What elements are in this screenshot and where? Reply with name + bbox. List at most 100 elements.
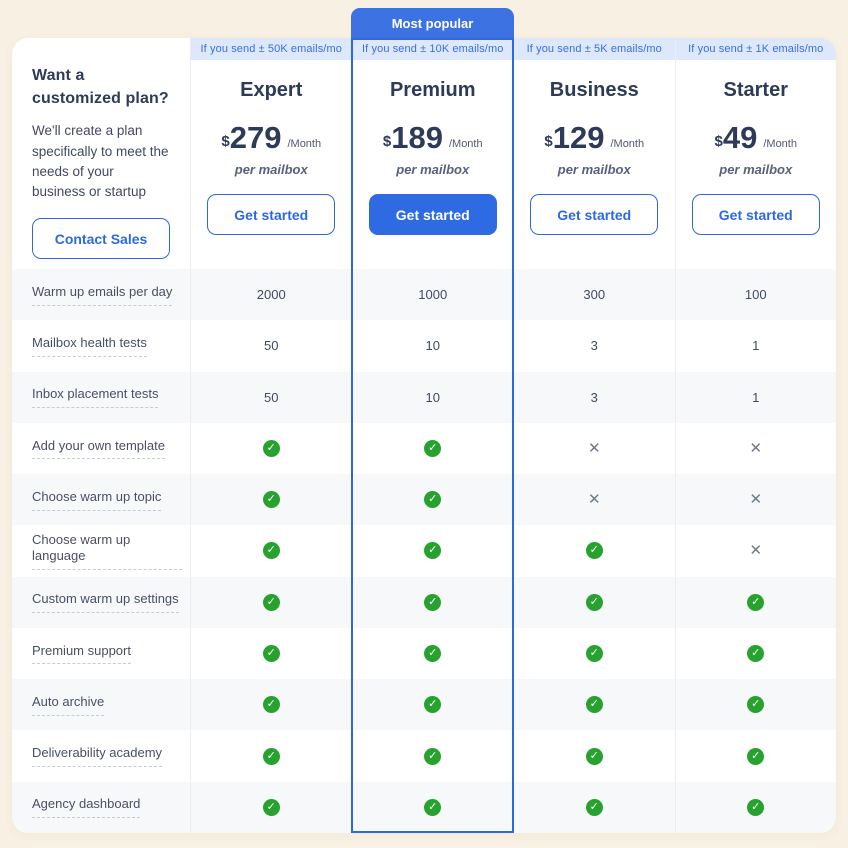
feature-row-label-cell: Mailbox health tests xyxy=(12,320,190,371)
feature-value-cell: ✓ xyxy=(351,576,513,628)
plan-header-premium: If you send ± 10K emails/mo Premium $ 18… xyxy=(351,38,513,269)
feature-value-cell: ✕ xyxy=(513,474,675,526)
per-mailbox-label: per mailbox xyxy=(396,162,470,177)
feature-row-label-cell: Add your own template xyxy=(12,423,190,474)
plan-price: $ 129 /Month xyxy=(544,122,644,153)
check-icon: ✓ xyxy=(747,696,765,714)
panel-description: We'll create a plan specifically to meet… xyxy=(32,123,169,200)
check-icon: ✓ xyxy=(262,491,280,509)
check-icon: ✓ xyxy=(747,747,765,765)
check-icon: ✓ xyxy=(424,439,442,457)
feature-value-cell: 1 xyxy=(674,371,836,423)
check-icon: ✓ xyxy=(585,696,603,714)
feature-value-cell: 50 xyxy=(190,320,352,372)
check-icon: ✓ xyxy=(585,645,603,663)
feature-row-label-cell: Auto archive xyxy=(12,679,190,731)
feature-value-cell: ✓ xyxy=(513,576,675,628)
feature-value-cell: ✓ xyxy=(190,679,352,731)
feature-value-cell: ✓ xyxy=(513,781,675,833)
panel-title: Want a customized plan? xyxy=(32,67,169,108)
feature-label: Agency dashboard xyxy=(32,796,141,819)
feature-value-cell: ✓ xyxy=(674,576,836,628)
feature-value-cell: ✓ xyxy=(190,627,352,680)
get-started-button-expert[interactable]: Get started xyxy=(207,194,336,235)
feature-value-cell: ✓ xyxy=(674,679,836,731)
get-started-button-starter[interactable]: Get started xyxy=(691,194,820,235)
feature-row-label-cell: Custom warm up settings xyxy=(12,576,190,628)
pricing-card: Want a customized plan? We'll create a p… xyxy=(12,38,836,833)
check-icon: ✓ xyxy=(424,491,442,509)
feature-value-cell: ✓ xyxy=(351,679,513,731)
feature-value-cell: ✕ xyxy=(513,422,675,475)
check-icon: ✓ xyxy=(424,542,442,560)
feature-label: Premium support xyxy=(32,643,131,665)
feature-value: 10 xyxy=(425,338,440,354)
feature-label: Add your own template xyxy=(32,438,165,460)
check-icon: ✓ xyxy=(585,798,603,816)
feature-value: 3 xyxy=(590,338,598,354)
feature-row-label-cell: Premium support xyxy=(12,628,190,679)
feature-value-cell: ✓ xyxy=(351,781,513,833)
get-started-button-business[interactable]: Get started xyxy=(530,194,659,235)
check-icon: ✓ xyxy=(585,542,603,560)
per-mailbox-label: per mailbox xyxy=(557,162,631,177)
price-period: /Month xyxy=(763,138,797,150)
feature-value-cell: 2000 xyxy=(190,269,352,321)
feature-value-cell: ✓ xyxy=(513,679,675,731)
cross-icon: ✕ xyxy=(587,439,601,457)
feature-value-cell: 10 xyxy=(351,320,514,372)
feature-value-cell: ✓ xyxy=(351,627,514,680)
price-amount: 129 xyxy=(552,120,605,155)
feature-label: Choose warm up language xyxy=(32,532,182,571)
feature-value-cell: ✓ xyxy=(674,627,837,680)
feature-label: Choose warm up topic xyxy=(32,489,162,511)
feature-value: 300 xyxy=(583,287,606,303)
feature-value-cell: 10 xyxy=(351,371,513,423)
feature-value-cell: ✓ xyxy=(190,525,352,577)
plan-name: Premium xyxy=(389,79,476,101)
check-icon: ✓ xyxy=(262,798,280,816)
send-volume-ribbon: If you send ± 10K emails/mo xyxy=(352,38,513,60)
cross-icon: ✕ xyxy=(587,491,601,509)
feature-value-cell: ✕ xyxy=(674,474,836,526)
feature-value: 50 xyxy=(264,338,279,354)
send-volume-ribbon: If you send ± 1K emails/mo xyxy=(675,38,836,60)
check-icon: ✓ xyxy=(262,542,280,560)
check-icon: ✓ xyxy=(585,593,603,611)
price-period: /Month xyxy=(610,138,645,150)
customized-plan-panel: Want a customized plan? We'll create a p… xyxy=(12,38,190,269)
check-icon: ✓ xyxy=(585,747,603,765)
feature-row-label-cell: Inbox placement tests xyxy=(12,371,190,423)
check-icon: ✓ xyxy=(424,747,442,765)
cross-icon: ✕ xyxy=(749,542,763,560)
get-started-button-premium[interactable]: Get started xyxy=(368,194,497,235)
most-popular-badge: Most popular xyxy=(351,8,514,38)
check-icon: ✓ xyxy=(262,645,280,663)
feature-value-cell: ✕ xyxy=(674,422,837,475)
feature-value-cell: ✓ xyxy=(674,781,836,833)
feature-label: Inbox placement tests xyxy=(32,386,159,409)
feature-value: 1 xyxy=(752,338,760,354)
feature-row-label-cell: Warm up emails per day xyxy=(12,269,190,321)
feature-value-cell: ✓ xyxy=(190,422,352,475)
currency-symbol: $ xyxy=(544,133,553,150)
feature-value-cell: 1000 xyxy=(351,269,513,321)
plan-header-expert: If you send ± 50K emails/mo Expert $ 279… xyxy=(190,38,352,269)
currency-symbol: $ xyxy=(382,133,392,150)
send-volume-ribbon: If you send ± 5K emails/mo xyxy=(514,38,675,60)
cross-icon: ✕ xyxy=(749,439,763,457)
check-icon: ✓ xyxy=(424,696,442,714)
feature-value-cell: 3 xyxy=(513,371,675,423)
feature-label: Auto archive xyxy=(32,694,105,716)
feature-value-cell: ✓ xyxy=(513,730,675,782)
feature-value-cell: ✓ xyxy=(190,474,352,526)
contact-sales-button[interactable]: Contact Sales xyxy=(32,218,170,260)
feature-value: 1000 xyxy=(418,287,448,303)
feature-value-cell: ✓ xyxy=(190,730,352,782)
feature-value-cell: 3 xyxy=(513,320,675,372)
check-icon: ✓ xyxy=(424,798,442,816)
feature-value-cell: 1 xyxy=(674,320,837,372)
feature-row-label-cell: Choose warm up language xyxy=(12,525,190,576)
feature-value-cell: 300 xyxy=(513,269,675,321)
